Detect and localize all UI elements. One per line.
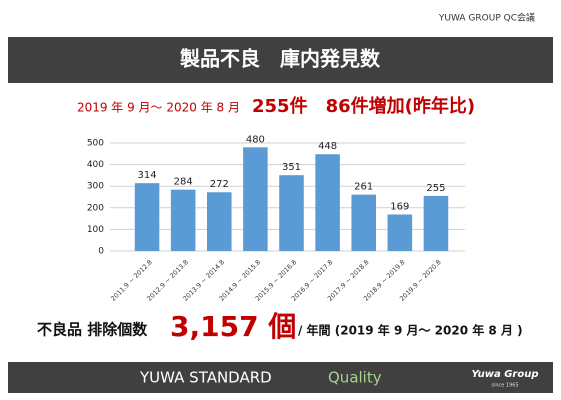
- footer-brand: YUWA STANDARD: [139, 369, 272, 387]
- bar: [351, 194, 376, 251]
- bar: [134, 183, 160, 251]
- data-label: 284: [174, 177, 193, 188]
- data-label: 261: [354, 182, 373, 193]
- header-label: YUWA GROUP QC会議: [438, 12, 535, 24]
- chart-title: 製品不良 庫内発見数: [180, 47, 381, 71]
- footer-bar: [8, 362, 553, 393]
- highlight: 255件 86件増加(昨年比): [252, 95, 475, 117]
- data-label: 480: [246, 134, 265, 145]
- data-label: 255: [426, 183, 445, 194]
- data-label: 351: [282, 162, 301, 173]
- y-tick-label: 0: [98, 247, 104, 257]
- data-label: 448: [318, 141, 337, 152]
- bar: [279, 175, 304, 251]
- summary-total: 3,157 個: [170, 310, 296, 343]
- summary-note: / 年間 (2019 年 9 月～ 2020 年 8 月 ): [298, 323, 523, 338]
- y-tick-label: 300: [87, 182, 104, 192]
- bar: [243, 147, 268, 251]
- bar: [387, 214, 413, 251]
- footer-since: since 1965: [491, 383, 518, 389]
- bar: [170, 189, 196, 251]
- summary-label: 不良品 排除個数: [37, 321, 148, 339]
- footer-logo: Yuwa Group: [471, 369, 538, 380]
- y-tick-label: 500: [87, 139, 104, 149]
- title-banner: [8, 37, 553, 83]
- bar: [423, 195, 449, 251]
- data-label: 314: [138, 170, 157, 181]
- data-label: 272: [210, 179, 229, 190]
- y-tick-label: 400: [87, 160, 104, 170]
- footer-quality: Quality: [328, 369, 382, 387]
- y-tick-label: 100: [87, 225, 104, 235]
- bar: [207, 192, 232, 251]
- bar: [315, 154, 340, 251]
- y-tick-label: 200: [87, 203, 104, 213]
- data-label: 169: [390, 201, 409, 212]
- period: 2019 年 9 月～ 2020 年 8 月: [77, 101, 240, 115]
